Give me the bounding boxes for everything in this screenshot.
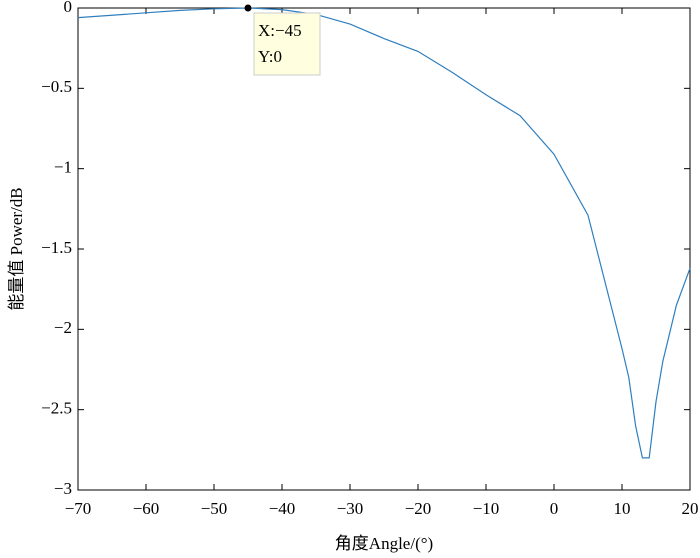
x-axis-label: 角度Angle/(°) (335, 534, 433, 553)
y-axis-label: 能量值 Power/dB (7, 187, 26, 310)
x-tick-label: −60 (133, 499, 160, 518)
datatip-y: Y:0 (258, 47, 282, 66)
y-tick-label: −2.5 (41, 399, 72, 418)
y-tick-label: −0.5 (41, 77, 72, 96)
x-tick-label: 0 (550, 499, 559, 518)
y-tick-label: −1.5 (41, 238, 72, 257)
x-tick-label: 20 (682, 499, 699, 518)
x-tick-label: −70 (65, 499, 92, 518)
plot-area (77, 7, 691, 491)
datatip-x: X:−45 (258, 21, 302, 40)
datatip-box (253, 12, 321, 76)
y-tick-label: 0 (64, 0, 73, 16)
x-tick-label: −10 (473, 499, 500, 518)
x-tick-label: 10 (614, 499, 631, 518)
y-tick-label: −3 (54, 479, 72, 498)
datatip-marker (244, 4, 252, 12)
x-tick-label: −50 (201, 499, 228, 518)
data-line (77, 7, 691, 459)
y-tick-label: −1 (54, 158, 72, 177)
x-tick-label: −30 (337, 499, 364, 518)
x-tick-label: −20 (405, 499, 432, 518)
y-tick-label: −2 (54, 318, 72, 337)
x-tick-label: −40 (269, 499, 296, 518)
